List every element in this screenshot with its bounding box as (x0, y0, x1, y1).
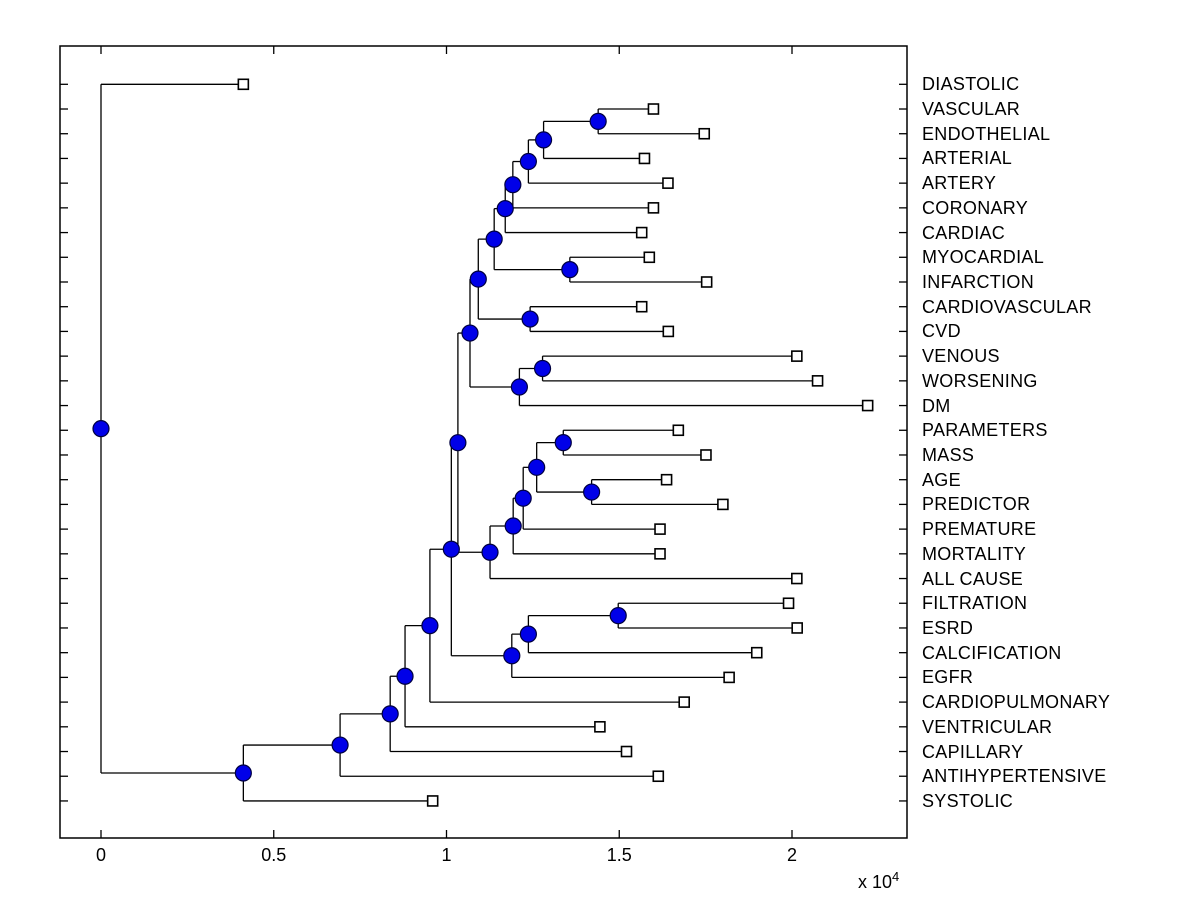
branch-node-marker (609, 607, 627, 625)
x-axis-tick-label: 2 (787, 845, 797, 865)
leaf-node-marker (237, 78, 250, 91)
leaf-node-marker (678, 696, 691, 708)
leaf-node-marker (700, 276, 713, 288)
branch-node-marker (503, 647, 521, 665)
leaf-node-marker (647, 103, 660, 115)
branch-node-marker (449, 434, 467, 452)
leaf-node-marker (811, 375, 824, 387)
branch-node-marker (504, 176, 522, 194)
leaf-node-marker (672, 424, 685, 437)
branch-node-marker (504, 517, 522, 535)
branch-node-marker (510, 378, 529, 396)
branch-node-marker (583, 483, 601, 501)
branch-node-marker (469, 270, 487, 288)
branch-node-marker (533, 359, 552, 378)
branch-node-marker (589, 112, 607, 130)
leaf-node-marker (861, 399, 874, 412)
x-axis-tick-label: 1 (441, 845, 451, 865)
branch-node-marker (519, 625, 537, 643)
branch-node-marker (485, 230, 503, 248)
leaf-node-marker (791, 350, 803, 362)
branch-node-marker (92, 420, 110, 438)
branch-node-marker (331, 736, 349, 754)
leaf-node-marker (750, 646, 763, 659)
branch-node-marker (234, 764, 252, 782)
leaf-node-marker (723, 671, 735, 684)
plot-frame (59, 45, 908, 839)
leaf-node-marker (700, 449, 712, 461)
branch-node-marker (421, 617, 439, 635)
x-axis-multiplier-label: x 104 (858, 869, 899, 893)
x-axis-tick-label: 1.5 (607, 845, 632, 865)
multiplier-exponent: 4 (892, 869, 900, 884)
leaf-node-marker (620, 745, 633, 758)
leaf-node-marker (791, 622, 803, 634)
branch-node-marker (381, 705, 399, 723)
branch-node-marker (521, 310, 539, 328)
leaf-node-marker (643, 251, 656, 264)
leaf-node-marker (635, 226, 648, 239)
branch-node-marker (554, 434, 572, 452)
branch-node-marker (514, 489, 532, 507)
branch-node-marker (481, 543, 499, 561)
leaf-node-marker (594, 721, 606, 733)
leaf-node-marker (635, 300, 648, 313)
branch-node-marker (519, 152, 537, 171)
leaf-node-marker (654, 523, 666, 535)
branch-node-marker (561, 261, 579, 279)
branch-node-marker (442, 540, 460, 558)
leaf-node-marker (638, 152, 651, 165)
branch-node-marker (534, 131, 553, 149)
branch-node-marker (528, 458, 546, 476)
leaf-node-marker (652, 770, 665, 783)
leaf-node-marker (717, 498, 729, 511)
branch-node-marker (496, 200, 514, 218)
leaf-node-marker (662, 325, 675, 338)
branch-node-marker (461, 324, 479, 342)
leaf-node-marker (647, 202, 660, 214)
leaf-node-marker (698, 127, 711, 140)
branch-node-marker (396, 667, 414, 685)
multiplier-base: x 10 (858, 872, 893, 892)
leaf-node-marker (782, 597, 795, 610)
leaf-node-marker (654, 548, 666, 560)
leaf-node-marker (426, 795, 439, 807)
leaf-node-marker (660, 473, 673, 486)
leaf-node-marker (662, 177, 674, 189)
x-axis-tick-label: 0 (96, 845, 106, 865)
leaf-node-marker (791, 572, 803, 585)
x-axis-tick-label: 0.5 (261, 845, 286, 865)
